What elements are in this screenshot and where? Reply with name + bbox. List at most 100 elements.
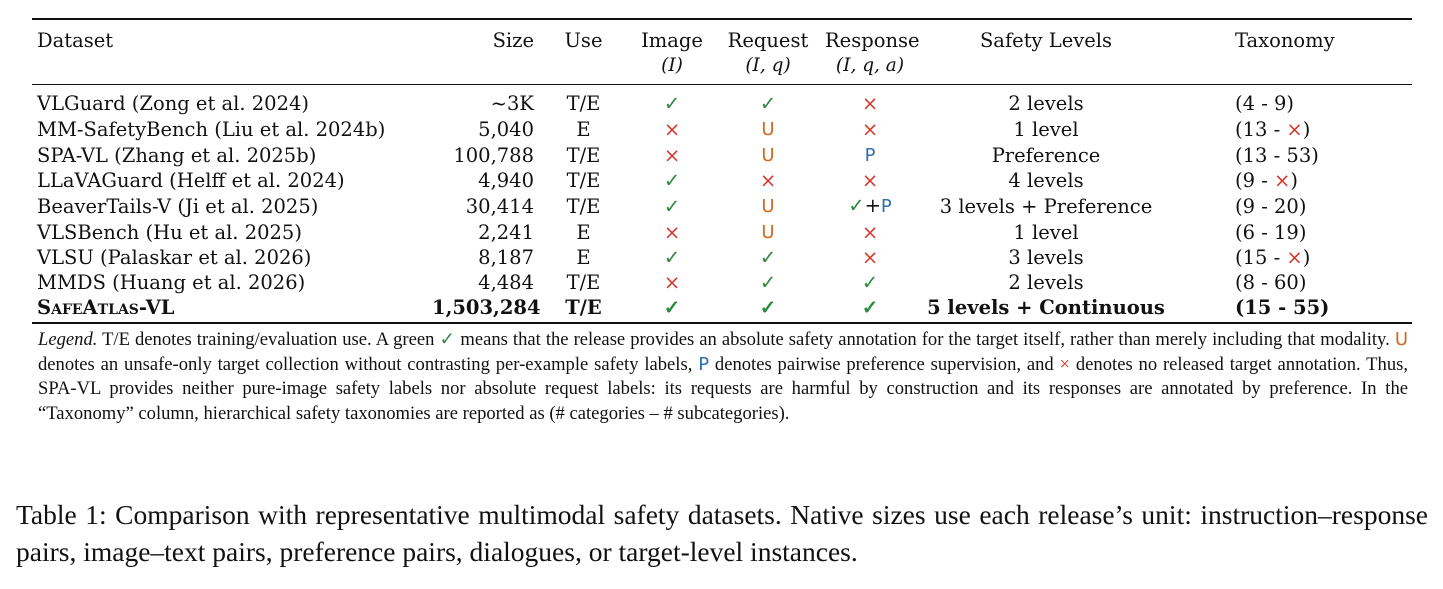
ours-size: 1,503,284 xyxy=(432,296,541,320)
header-dataset-label: Dataset xyxy=(37,29,114,52)
cross-icon: × xyxy=(663,143,681,167)
cross-icon: × xyxy=(861,92,879,116)
cross-icon: × xyxy=(861,246,879,270)
unsafe-only-marker: U xyxy=(761,196,775,218)
image-annotation: × xyxy=(633,270,711,295)
ours-request: ✓ xyxy=(711,295,825,322)
taxonomy-value: (9 - 20) xyxy=(1235,194,1307,218)
dataset-size: 8,187 xyxy=(478,246,534,270)
taxonomy: (8 - 60) xyxy=(1177,270,1412,295)
dataset-size: 30,414 xyxy=(465,194,534,218)
safety-levels: 4 levels xyxy=(1008,169,1084,193)
taxonomy-close: ) xyxy=(1302,246,1311,270)
table-row: MMDS (Huang et al. 2026) 4,484 T/E × ✓ ✓ 2 lev… xyxy=(32,270,1412,295)
top-rule xyxy=(32,18,1412,20)
taxonomy: (9 - 20) xyxy=(1177,193,1412,219)
table-body: VLGuard (Zong et al. 2024) ~3K T/E ✓ ✓ × 2 lev… xyxy=(32,85,1412,322)
table-row: VLSBench (Hu et al. 2025) 2,241 E × U × 1 leve… xyxy=(32,219,1412,245)
request-annotation: ✓ xyxy=(711,85,825,116)
ours-levels: 5 levels + Continuous xyxy=(927,296,1165,320)
header-rule xyxy=(32,84,1412,86)
taxonomy: (13 - ×) xyxy=(1177,116,1412,142)
cross-icon: × xyxy=(1274,169,1291,193)
legend-text-4: denotes pairwise preference supervision,… xyxy=(709,353,1060,375)
taxonomy-value: (4 - 9) xyxy=(1235,92,1295,116)
dataset-use: T/E xyxy=(566,143,601,167)
cross-icon: × xyxy=(663,117,681,141)
ours-dataset-suffix: -VL xyxy=(138,296,175,320)
table-legend: Legend. T/E denotes training/evaluation … xyxy=(32,328,1412,426)
dataset-name: BeaverTails-V (Ji et al. 2025) xyxy=(37,194,319,218)
dataset-use: T/E xyxy=(566,194,601,218)
response-annotation: × xyxy=(825,85,915,116)
response-annotation: × xyxy=(825,219,915,245)
taxonomy-value: (13 - xyxy=(1235,117,1287,141)
cross-icon: × xyxy=(1286,117,1303,141)
check-icon: ✓ xyxy=(759,246,777,270)
header-image-sub: (I) xyxy=(661,55,683,76)
dataset-name: VLSBench (Hu et al. 2025) xyxy=(37,220,302,244)
dataset-size: 4,940 xyxy=(478,169,534,193)
safety-levels: Preference xyxy=(991,143,1101,167)
table-caption: Table 1: Comparison with representative … xyxy=(16,499,1428,567)
image-annotation: × xyxy=(633,142,711,168)
response-annotation: × xyxy=(825,116,915,142)
header-response-sub: (I, q, a) xyxy=(835,55,905,76)
table-row: LLaVAGuard (Helff et al. 2024) 4,940 T/E ✓ ×… xyxy=(32,168,1412,193)
cross-icon: × xyxy=(861,169,879,193)
cross-icon: × xyxy=(663,271,681,295)
unsafe-only-marker: U xyxy=(761,222,775,244)
safety-levels: 2 levels xyxy=(1008,271,1084,295)
ours-response: ✓ xyxy=(825,295,915,322)
table-row: VLGuard (Zong et al. 2024) ~3K T/E ✓ ✓ × 2 lev… xyxy=(32,85,1412,116)
cross-icon: × xyxy=(861,117,879,141)
header-request-label: Request xyxy=(727,29,809,52)
image-annotation: ✓ xyxy=(633,168,711,193)
comparison-table: Dataset Size Use Image (I) Request (I, q… xyxy=(32,18,1412,427)
dataset-use: E xyxy=(576,246,591,270)
header-use: Use xyxy=(534,20,633,84)
request-annotation: U xyxy=(711,193,825,219)
dataset-use: T/E xyxy=(566,92,601,116)
preference-marker: P xyxy=(698,353,710,375)
unsafe-only-marker: U xyxy=(1394,329,1408,351)
taxonomy: (13 - 53) xyxy=(1177,142,1412,168)
dataset-name: VLGuard (Zong et al. 2024) xyxy=(37,92,310,116)
taxonomy-value: (6 - 19) xyxy=(1235,220,1307,244)
cross-icon: × xyxy=(861,220,879,244)
request-annotation: U xyxy=(711,219,825,245)
legend-text-2: means that the release provides an absol… xyxy=(455,329,1395,351)
dataset-size: 5,040 xyxy=(478,117,534,141)
request-annotation: × xyxy=(711,168,825,193)
legend-label: Legend. xyxy=(38,329,98,351)
dataset-use: T/E xyxy=(566,169,601,193)
ours-use: T/E xyxy=(565,296,602,320)
dataset-use: E xyxy=(576,220,591,244)
header-dataset: Dataset xyxy=(32,20,432,84)
unsafe-only-marker: U xyxy=(761,145,775,167)
header-image-label: Image xyxy=(641,29,703,52)
preference-marker: P xyxy=(864,145,876,167)
dataset-use: E xyxy=(576,117,591,141)
header-taxonomy: Taxonomy xyxy=(1177,20,1412,84)
response-annotation: × xyxy=(825,245,915,270)
request-annotation: U xyxy=(711,142,825,168)
header-taxonomy-label: Taxonomy xyxy=(1235,29,1335,52)
taxonomy-value: (9 - xyxy=(1235,169,1274,193)
response-annotation: × xyxy=(825,168,915,193)
dataset-name: SPA-VL (Zhang et al. 2025b) xyxy=(37,143,317,167)
taxonomy-close: ) xyxy=(1290,169,1298,193)
header-request: Request (I, q) xyxy=(711,20,825,84)
check-icon: ✓ xyxy=(848,194,865,218)
table-row-ours: SafeAtlas-VL 1,503,284 T/E ✓ ✓ ✓ 5 level… xyxy=(32,295,1412,322)
header-safety-levels-label: Safety Levels xyxy=(979,29,1113,52)
check-icon: ✓ xyxy=(663,169,681,193)
plus-sign: + xyxy=(864,194,881,218)
cross-icon: × xyxy=(759,169,777,193)
request-annotation: ✓ xyxy=(711,270,825,295)
header-use-label: Use xyxy=(564,29,603,52)
table-grid: Dataset Size Use Image (I) Request (I, q… xyxy=(32,20,1412,322)
image-annotation: ✓ xyxy=(633,85,711,116)
check-icon: ✓ xyxy=(663,296,681,320)
cross-icon: × xyxy=(663,220,681,244)
